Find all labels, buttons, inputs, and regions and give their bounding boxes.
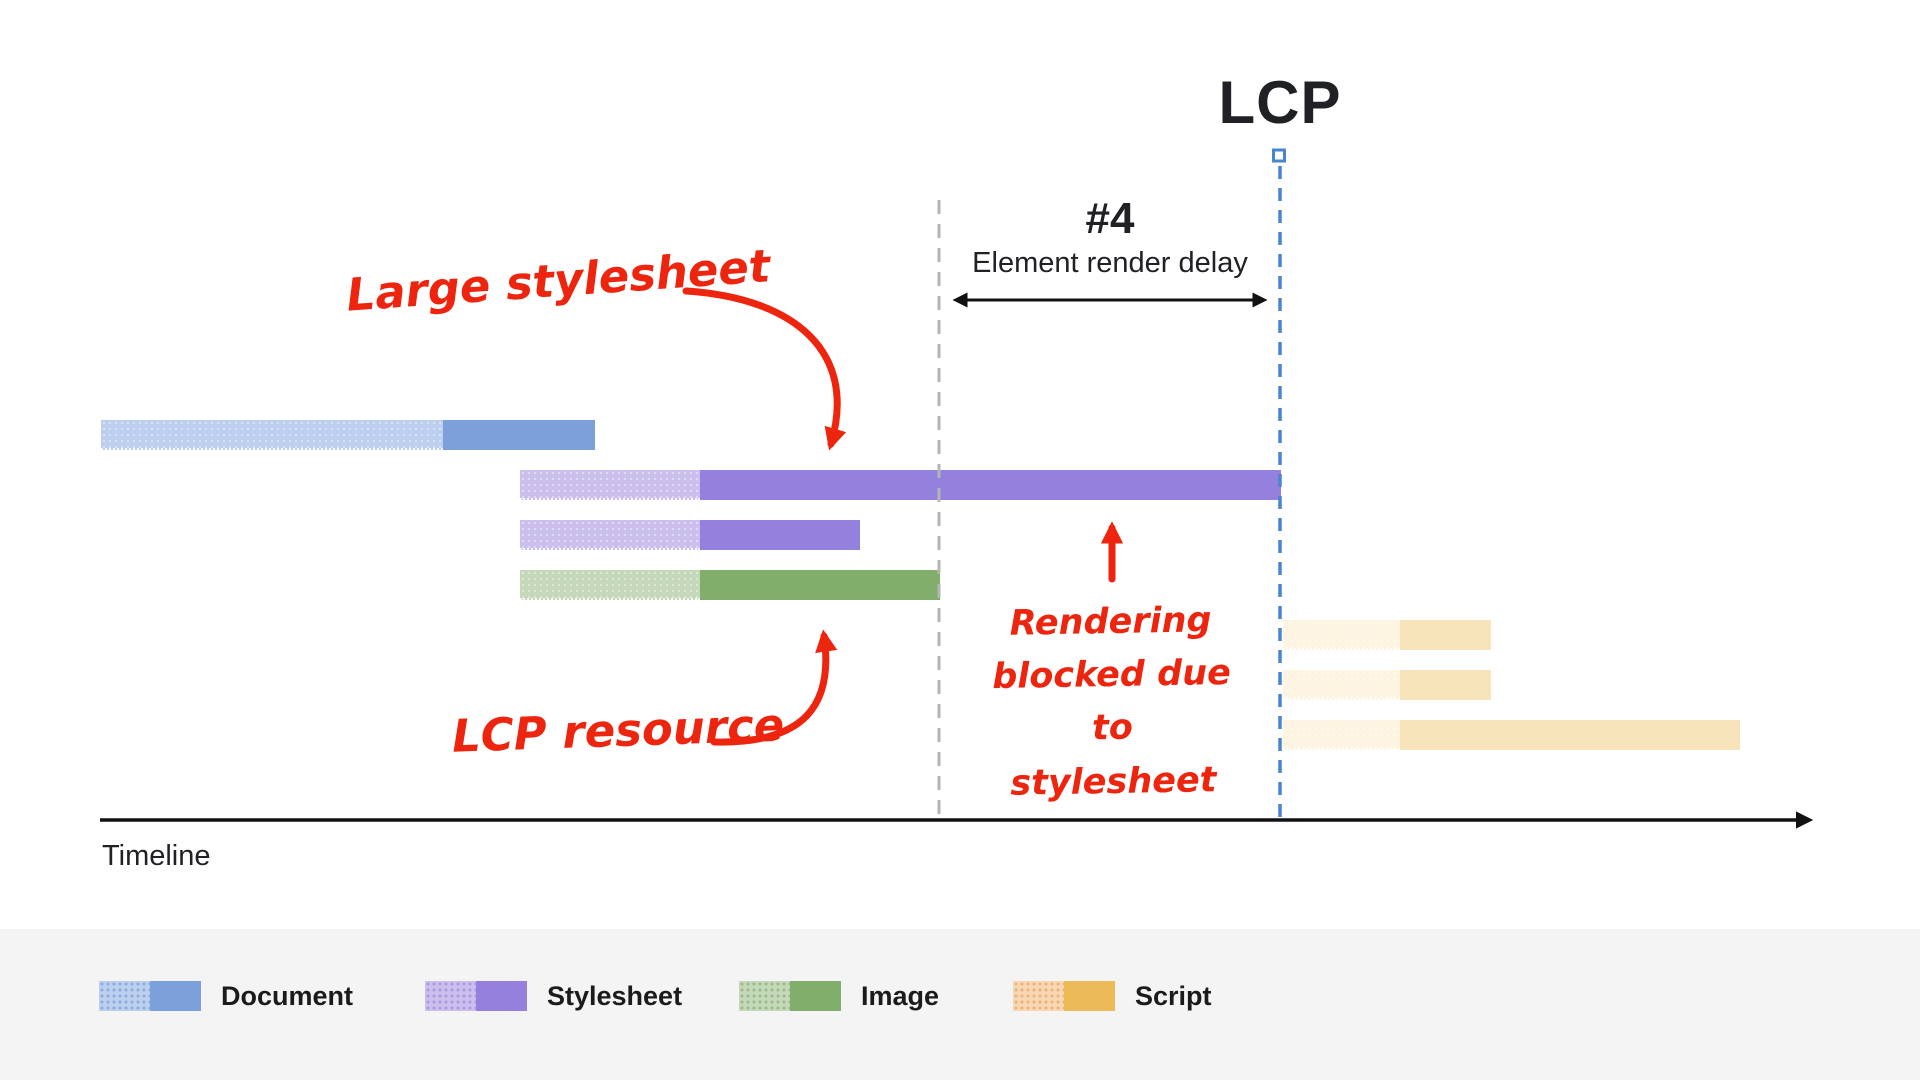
rendering-blocked-line-1: Rendering (1009, 600, 1212, 644)
bar-stylesheet-small-dark-segment (700, 520, 860, 550)
bar-script-2-dark-segment (1400, 670, 1491, 700)
lcp-resource-callout: LCP resource (451, 698, 786, 763)
legend-swatch-stylesheet-dark (476, 981, 527, 1011)
rendering-blocked-callout: Rendering blocked due to stylesheet (980, 594, 1244, 811)
lcp-marker-square-icon (1272, 148, 1286, 163)
legend-label-document: Document (221, 981, 354, 1011)
bar-stylesheet-large-light-segment (520, 470, 700, 500)
bar-image-dark-segment (700, 570, 940, 600)
bar-stylesheet-small-light-segment (520, 520, 700, 550)
element-render-delay-label: Element render delay (972, 247, 1248, 279)
page-title: LCP (1218, 69, 1342, 136)
legend-swatch-image-dark (790, 981, 841, 1011)
bar-stylesheet-large-dark-segment (700, 470, 1281, 500)
legend-band (0, 929, 1920, 1080)
rendering-blocked-line-3: stylesheet (1010, 759, 1217, 804)
legend-item-document: Document (99, 981, 353, 1011)
bar-script-3-dark-segment (1400, 720, 1740, 750)
legend-swatch-image-light (739, 981, 790, 1011)
legend-label-script: Script (1135, 981, 1212, 1011)
legend-swatch-stylesheet-light (425, 981, 476, 1011)
large-stylesheet-arrow (682, 287, 847, 451)
bar-script-1-light-segment (1283, 620, 1400, 650)
legend-item-script: Script (1013, 981, 1212, 1011)
bar-script-3-light-segment (1283, 720, 1400, 750)
bar-document-light-segment (101, 420, 443, 450)
legend-label-image: Image (861, 981, 940, 1011)
rendering-blocked-line-2: blocked due to (991, 653, 1232, 749)
legend-swatch-document-dark (150, 981, 201, 1011)
bar-script-2-light-segment (1283, 670, 1400, 700)
legend-swatch-script-light (1013, 981, 1064, 1011)
timeline-axis-label: Timeline (102, 840, 211, 872)
large-stylesheet-callout: Large stylesheet (344, 239, 772, 322)
legend-label-stylesheet: Stylesheet (547, 981, 683, 1011)
bar-document-dark-segment (443, 420, 595, 450)
legend-item-image: Image (739, 981, 939, 1011)
bar-script-1-dark-segment (1400, 620, 1491, 650)
step-number: #4 (1085, 194, 1135, 243)
legend-item-stylesheet: Stylesheet (425, 981, 682, 1011)
bar-image-light-segment (520, 570, 700, 600)
legend-swatch-script-dark (1064, 981, 1115, 1011)
legend-swatch-document-light (99, 981, 150, 1011)
